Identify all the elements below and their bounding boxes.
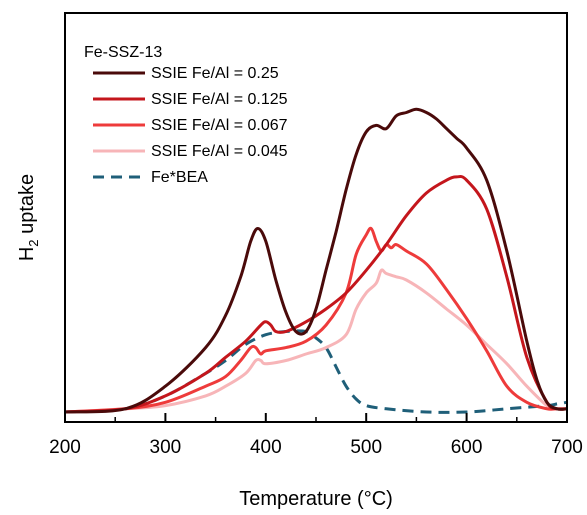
series-line <box>64 107 568 414</box>
x-axis: 200 300 400 500 600 700 <box>49 413 583 458</box>
legend-label: SSIE Fe/Al = 0.067 <box>151 117 288 134</box>
legend-label: SSIE Fe/Al = 0.25 <box>151 65 279 82</box>
x-tick-label: 200 <box>49 437 81 458</box>
x-axis-title: Temperature (°C) <box>239 488 393 510</box>
plot-lines <box>64 107 568 414</box>
legend-label: SSIE Fe/Al = 0.045 <box>151 143 288 160</box>
legend-label: Fe*BEA <box>151 169 208 186</box>
series-line <box>64 329 568 414</box>
x-tick-label: 600 <box>451 437 483 458</box>
series-line <box>64 226 567 414</box>
x-tick-label: 500 <box>350 437 382 458</box>
legend: Fe-SSZ-13 SSIE Fe/Al = 0.25 SSIE Fe/Al = … <box>84 44 288 186</box>
y-axis-title-subscript: 2 <box>26 239 41 246</box>
y-axis-title-main: H <box>16 247 38 261</box>
series-line <box>64 175 568 414</box>
x-tick-label: 700 <box>551 437 583 458</box>
y-axis-title-rest: uptake <box>16 174 38 240</box>
y-axis-title: H2 uptake <box>16 174 41 261</box>
legend-title: Fe-SSZ-13 <box>84 44 162 61</box>
x-tick-label: 400 <box>250 437 282 458</box>
series-line <box>64 268 568 414</box>
x-tick-label: 300 <box>150 437 182 458</box>
legend-label: SSIE Fe/Al = 0.125 <box>151 91 288 108</box>
